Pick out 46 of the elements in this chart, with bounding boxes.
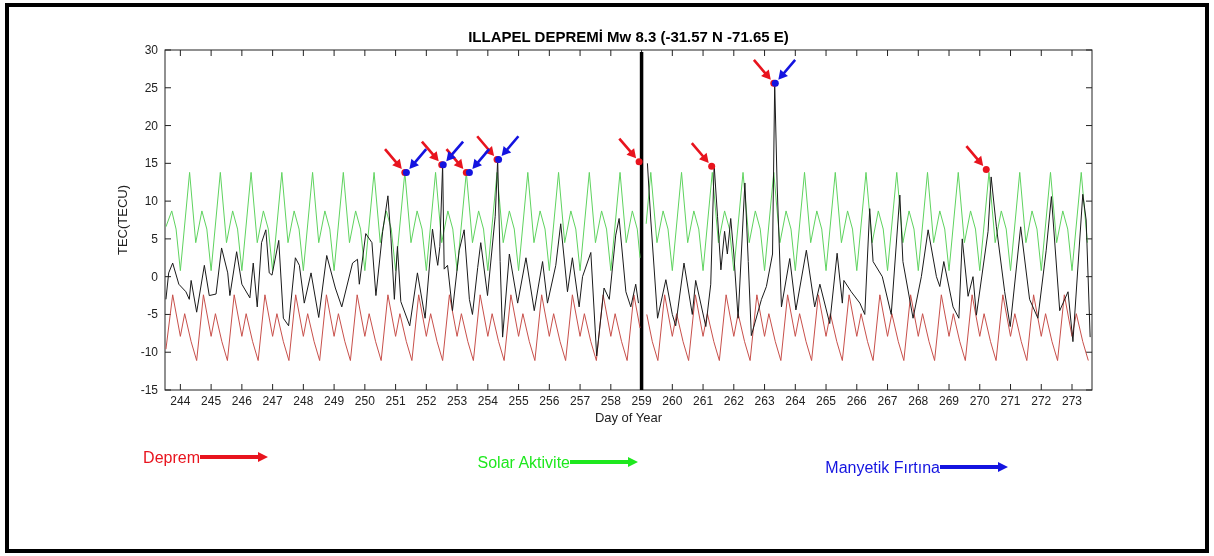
- x-tick-label: 257: [570, 394, 591, 408]
- x-tick-label: 266: [846, 394, 868, 408]
- x-tick-label: 254: [477, 394, 499, 408]
- y-tick-label: 5: [151, 231, 159, 246]
- x-tick-label: 246: [231, 394, 253, 408]
- y-tick-label: -10: [140, 345, 159, 360]
- x-tick-label: 247: [262, 394, 283, 408]
- chart-title: ILLAPEL DEPREMİ Mw 8.3 (-31.57 N -71.65 E): [468, 28, 789, 45]
- x-tick-label: 264: [785, 394, 806, 408]
- x-tick-label: 267: [877, 394, 898, 408]
- x-tick-label: 261: [693, 394, 714, 408]
- x-tick-label: 259: [631, 394, 652, 408]
- x-tick-label: 244: [170, 394, 191, 408]
- x-tick-label: 269: [939, 394, 960, 408]
- x-tick-label: 265: [816, 394, 837, 408]
- x-tick-label: 260: [662, 394, 683, 408]
- x-tick-label: 262: [723, 394, 745, 408]
- x-axis-title: Day of Year: [594, 410, 663, 425]
- x-tick-label: 258: [600, 394, 622, 408]
- legend-label: Manyetik Fırtına: [825, 459, 941, 476]
- x-tick-label: 272: [1031, 394, 1052, 408]
- y-tick-label: -15: [140, 383, 159, 397]
- x-tick-label: 270: [969, 394, 991, 408]
- y-tick-label: 10: [144, 194, 159, 209]
- legend-label: Solar Aktivite: [477, 454, 571, 471]
- y-axis-title: TEC(TECU): [115, 184, 130, 256]
- x-tick-label: 271: [1000, 394, 1021, 408]
- y-tick-label: 0: [151, 269, 159, 284]
- x-tick-label: 252: [416, 394, 437, 408]
- y-tick-label: 20: [144, 118, 159, 133]
- y-tick-label: 30: [144, 43, 159, 57]
- x-tick-label: 255: [508, 394, 529, 408]
- y-tick-label: 25: [144, 80, 159, 95]
- legend-label: Deprem: [143, 449, 200, 466]
- y-tick-label: 15: [144, 156, 159, 171]
- x-tick-label: 248: [293, 394, 314, 408]
- y-tick-label: -5: [147, 307, 159, 322]
- x-tick-label: 253: [447, 394, 468, 408]
- x-tick-label: 250: [354, 394, 376, 408]
- x-tick-label: 273: [1062, 394, 1083, 408]
- x-tick-label: 268: [908, 394, 929, 408]
- x-tick-label: 245: [201, 394, 222, 408]
- x-tick-label: 249: [324, 394, 345, 408]
- x-tick-label: 251: [385, 394, 406, 408]
- x-tick-label: 263: [754, 394, 775, 408]
- x-tick-label: 256: [539, 394, 560, 408]
